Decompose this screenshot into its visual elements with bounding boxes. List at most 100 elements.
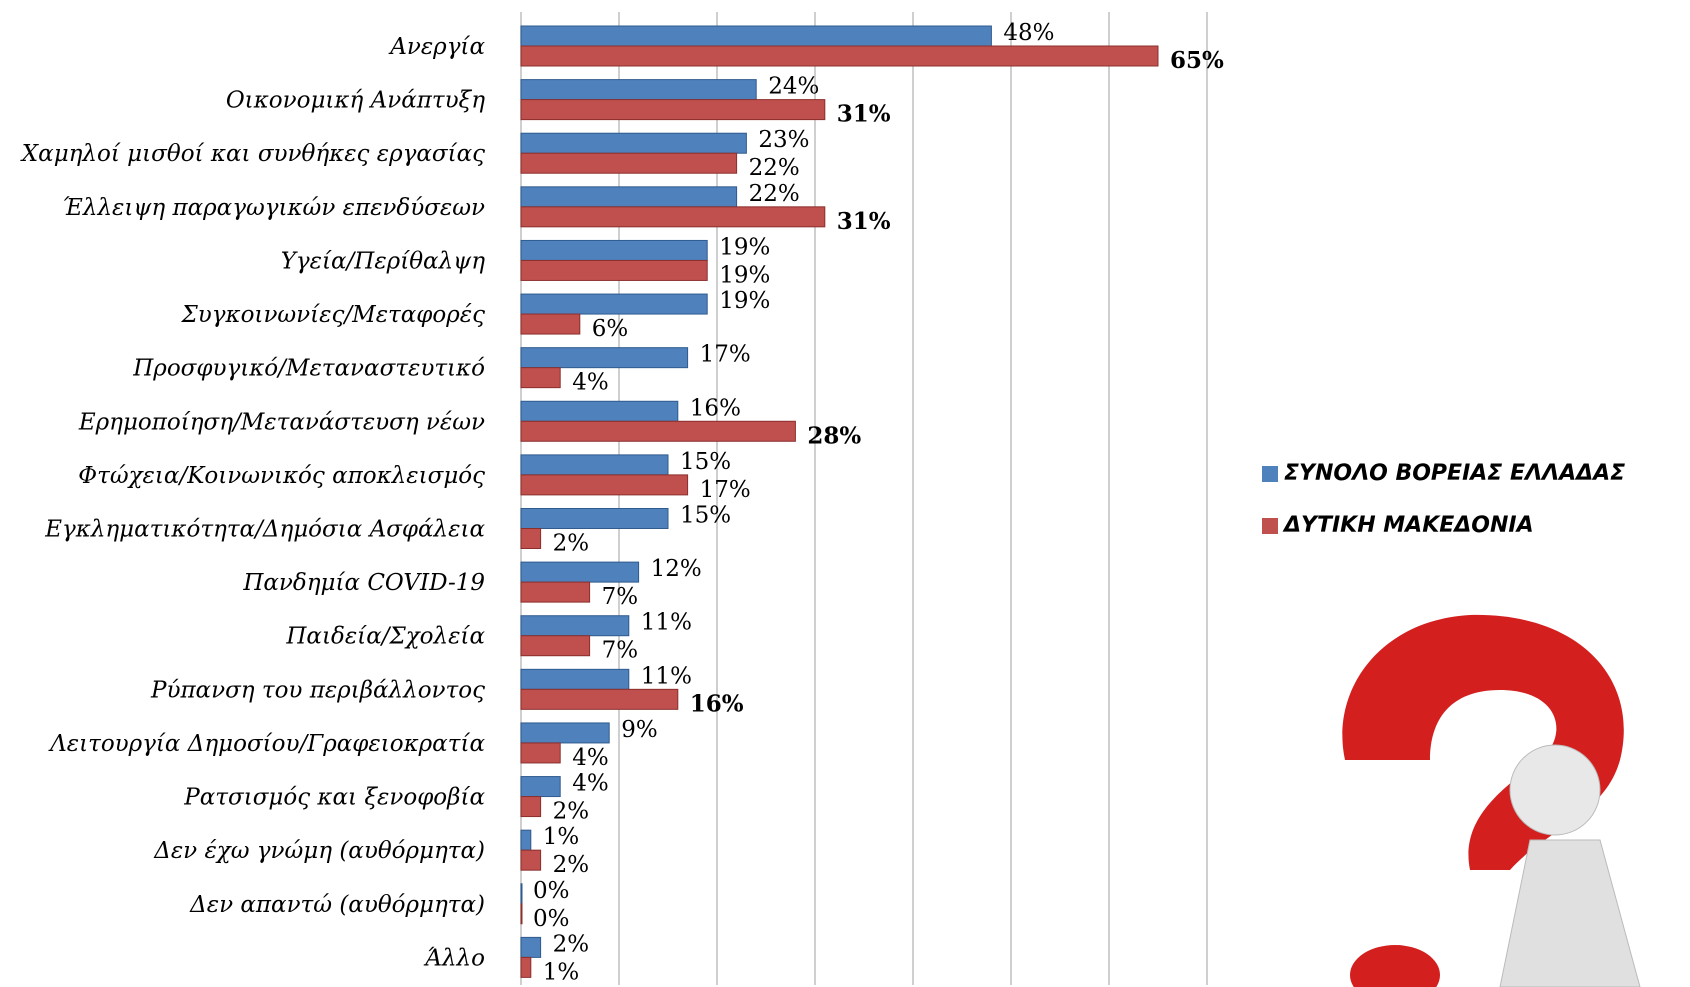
value-label: 48%	[1003, 20, 1054, 46]
bar	[521, 689, 678, 709]
value-label: 4%	[572, 745, 609, 771]
bar	[521, 260, 707, 280]
value-label: 2%	[553, 931, 590, 957]
bar	[521, 294, 707, 314]
value-label: 2%	[553, 799, 590, 825]
value-label: 31%	[837, 101, 891, 128]
category-label: Λειτουργία Δημοσίου/Γραφειοκρατία	[48, 731, 485, 757]
category-label: Δεν έχω γνώμη (αυθόρμητα)	[153, 838, 485, 864]
value-label: 2%	[553, 852, 590, 878]
bar	[521, 207, 825, 227]
bar	[521, 421, 795, 441]
value-label: 9%	[621, 717, 658, 743]
value-label: 16%	[690, 395, 741, 421]
bar	[521, 850, 541, 870]
category-label: Πανδημία COVID-19	[242, 570, 485, 596]
value-label: 15%	[680, 503, 731, 529]
bar	[521, 957, 531, 977]
value-label: 0%	[533, 878, 570, 904]
value-label: 19%	[719, 262, 770, 288]
value-label: 1%	[543, 824, 580, 850]
category-label: Έλλειψη παραγωγικών επενδύσεων	[62, 195, 485, 221]
bar	[521, 723, 609, 743]
bar	[521, 46, 1158, 66]
legend-label: ΣΥΝΟΛΟ ΒΟΡΕΙΑΣ ΕΛΛΑΔΑΣ	[1284, 461, 1625, 486]
value-label: 6%	[592, 316, 629, 342]
value-label: 11%	[641, 663, 692, 689]
value-label: 16%	[690, 690, 744, 717]
value-label: 17%	[700, 477, 751, 503]
value-label: 11%	[641, 610, 692, 636]
bar	[521, 562, 639, 582]
value-label: 31%	[837, 208, 891, 235]
value-label: 22%	[749, 181, 800, 207]
legend-swatch	[1262, 466, 1278, 482]
value-label: 15%	[680, 449, 731, 475]
bar	[521, 509, 668, 529]
bar	[521, 314, 580, 334]
bar	[521, 616, 629, 636]
question-mark	[1342, 615, 1623, 870]
value-label: 7%	[602, 638, 639, 664]
value-label: 28%	[807, 422, 861, 449]
value-label: 22%	[749, 155, 800, 181]
figure-head	[1510, 745, 1600, 835]
category-label: Εγκληματικότητα/Δημόσια Ασφάλεια	[44, 517, 485, 543]
chart: Ανεργία 48% 65% Οικονομική Ανάπτυξη 24% 31% Χα…	[0, 0, 1690, 987]
category-label: Παιδεία/Σχολεία	[285, 624, 485, 650]
value-label: 12%	[651, 556, 702, 582]
bar	[521, 240, 707, 260]
category-label: Χαμηλοί μισθοί και συνθήκες εργασίας	[20, 141, 485, 167]
bar	[521, 26, 991, 46]
bar	[521, 100, 825, 120]
bar	[521, 455, 668, 475]
bar	[521, 475, 688, 495]
bar	[521, 904, 522, 924]
category-label: Ρατσισμός και ξενοφοβία	[183, 785, 485, 811]
category-label: Ανεργία	[388, 34, 485, 60]
bar	[521, 636, 590, 656]
legend-label: ΔΥΤΙΚΗ ΜΑΚΕΔΟΝΙΑ	[1282, 513, 1534, 538]
value-label: 23%	[758, 127, 809, 153]
value-label: 7%	[602, 584, 639, 610]
bar	[521, 153, 737, 173]
value-label: 4%	[572, 370, 609, 396]
bar	[521, 797, 541, 817]
bar	[521, 368, 560, 388]
value-label: 0%	[533, 906, 570, 932]
bar	[521, 529, 541, 549]
category-label: Ερημοποίηση/Μετανάστευση νέων	[78, 409, 485, 435]
bar	[521, 80, 756, 100]
value-label: 17%	[700, 342, 751, 368]
bar	[521, 669, 629, 689]
bar	[521, 884, 522, 904]
question-dot	[1350, 945, 1440, 987]
value-label: 1%	[543, 959, 580, 985]
value-label: 2%	[553, 531, 590, 557]
value-label: 19%	[719, 234, 770, 260]
bar	[521, 401, 678, 421]
value-label: 24%	[768, 74, 819, 100]
category-label: Συγκοινωνίες/Μεταφορές	[181, 302, 486, 328]
category-label: Ρύπανση του περιβάλλοντος	[150, 677, 485, 703]
bar	[521, 777, 560, 797]
value-label: 65%	[1170, 47, 1224, 74]
bar	[521, 582, 590, 602]
value-label: 19%	[719, 288, 770, 314]
category-label: Προσφυγικό/Μεταναστευτικό	[132, 356, 485, 382]
category-label: Οικονομική Ανάπτυξη	[226, 88, 485, 114]
bar	[521, 348, 688, 368]
legend-swatch	[1262, 518, 1278, 534]
category-label: Άλλο	[423, 945, 485, 971]
bar	[521, 187, 737, 207]
bar	[521, 830, 531, 850]
bar	[521, 133, 746, 153]
question-mark-illustration	[1342, 615, 1640, 987]
category-label: Υγεία/Περίθαλψη	[281, 248, 486, 274]
figure-body	[1500, 840, 1640, 987]
value-label: 4%	[572, 771, 609, 797]
category-label: Φτώχεια/Κοινωνικός αποκλεισμός	[78, 463, 485, 489]
bar	[521, 937, 541, 957]
category-label: Δεν απαντώ (αυθόρμητα)	[189, 892, 485, 918]
bar	[521, 743, 560, 763]
